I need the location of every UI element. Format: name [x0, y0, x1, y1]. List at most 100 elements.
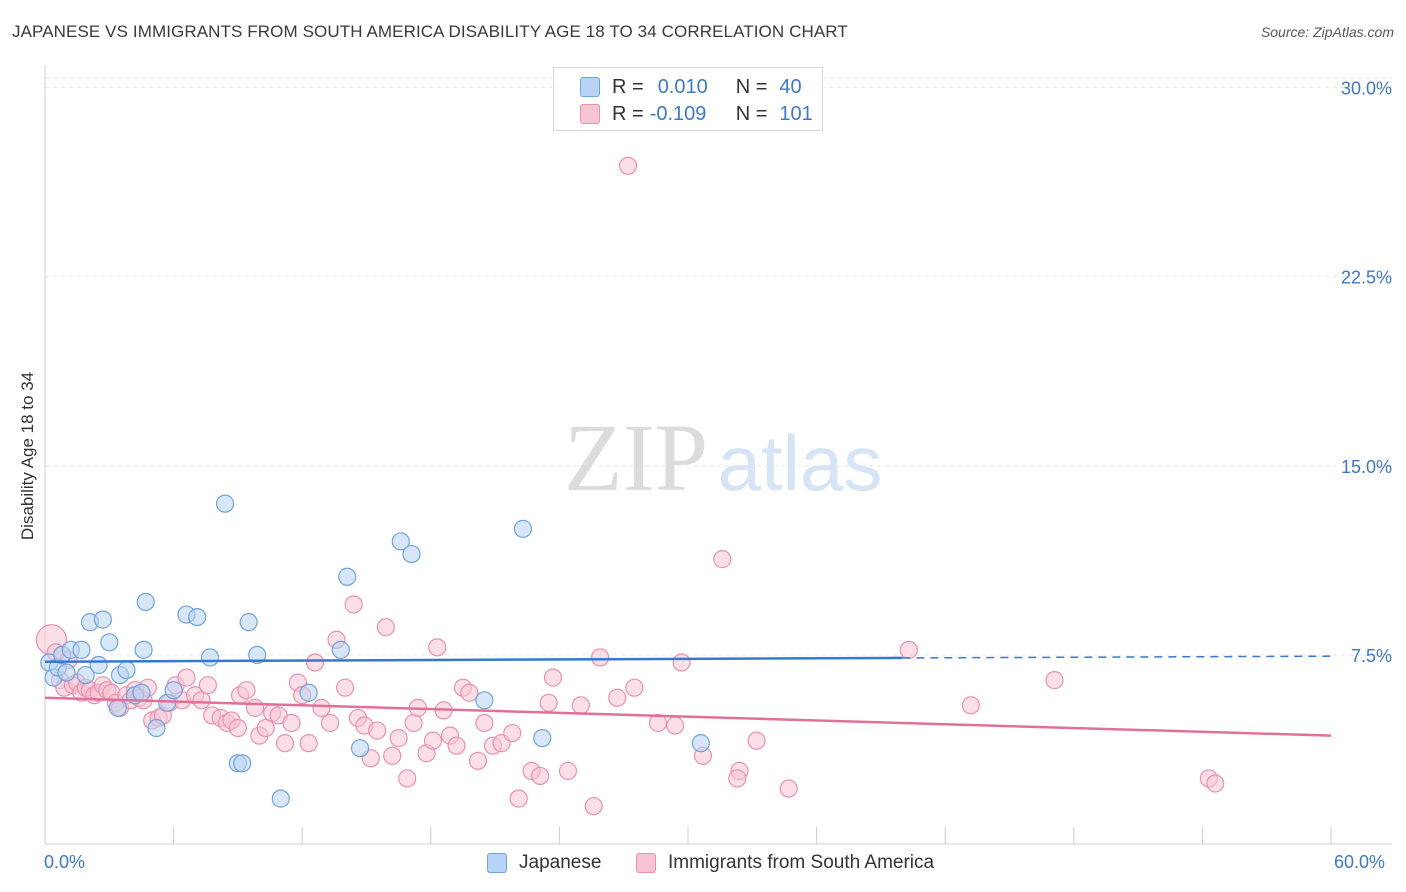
data-point [672, 653, 691, 672]
data-point [72, 640, 91, 659]
grid-lines [45, 77, 1392, 656]
data-point [248, 645, 267, 665]
data-point [164, 681, 183, 700]
data-point [428, 638, 447, 657]
y-tick-label: 30.0% [1341, 79, 1392, 99]
data-point [299, 683, 318, 702]
data-point [503, 723, 522, 743]
data-point [117, 660, 136, 680]
legend-label-south-america: Immigrants from South America [668, 852, 935, 873]
watermark: ZIP atlas [564, 404, 882, 511]
data-point [391, 532, 410, 551]
trend-line-japanese-extension [902, 655, 1332, 659]
data-point [402, 544, 421, 564]
y-tick-label: 22.5% [1341, 268, 1392, 288]
data-point [192, 691, 211, 710]
data-point [76, 665, 95, 685]
data-point [108, 698, 127, 717]
data-point [344, 595, 363, 614]
data-point [539, 693, 558, 712]
axes [44, 65, 1392, 845]
data-point [237, 681, 256, 700]
legend-item-japanese[interactable]: Japanese [487, 852, 601, 874]
data-point [312, 698, 331, 717]
legend-row-south-america: R = -0.109 N = 101 [580, 101, 813, 127]
data-point [475, 713, 494, 733]
data-point [571, 696, 590, 715]
data-point [558, 761, 578, 780]
data-point [625, 678, 644, 697]
data-point [531, 766, 550, 786]
data-point [275, 734, 295, 753]
data-point [666, 716, 685, 735]
data-point [338, 567, 357, 586]
data-point [147, 718, 166, 738]
data-point [228, 718, 247, 738]
data-point [239, 613, 258, 632]
data-point [961, 696, 981, 715]
data-point [245, 698, 265, 717]
data-point [89, 655, 108, 675]
r-label: R = [612, 102, 644, 125]
data-point [215, 494, 235, 513]
r-value: -0.109 [649, 102, 707, 125]
legend-label-japanese: Japanese [519, 852, 602, 873]
data-point [691, 734, 710, 753]
data-point [305, 653, 325, 672]
x-tick-label-min: 0.0% [44, 852, 86, 872]
data-point [335, 678, 355, 697]
data-point [713, 550, 732, 569]
data-point [608, 688, 627, 707]
data-point [584, 797, 603, 816]
watermark-atlas: atlas [718, 419, 883, 507]
data-point [728, 769, 747, 788]
data-point [177, 668, 196, 687]
data-point [533, 729, 552, 748]
legend-item-south-america[interactable]: Immigrants from South America [636, 852, 934, 874]
legend-swatch-blue [580, 77, 600, 97]
data-point [271, 789, 290, 808]
data-point [779, 779, 798, 798]
data-point [383, 746, 402, 765]
data-point [188, 607, 207, 627]
r-label: R = [612, 75, 644, 98]
n-label: N = [735, 75, 768, 98]
data-point [299, 734, 318, 753]
legend-swatch-blue [487, 853, 507, 873]
data-point [200, 648, 220, 667]
data-point [513, 519, 533, 538]
data-point [134, 640, 153, 659]
data-point [1045, 671, 1064, 690]
n-value: 40 [779, 75, 802, 98]
blue-points-series [40, 494, 710, 808]
data-point [282, 713, 301, 733]
data-point [93, 610, 112, 629]
data-point [233, 754, 252, 773]
data-point [747, 731, 766, 750]
data-point [368, 721, 387, 740]
data-point [591, 648, 610, 667]
data-point [132, 683, 151, 702]
data-point [331, 640, 350, 659]
data-point [398, 769, 417, 788]
data-point [100, 633, 119, 652]
data-point [57, 663, 76, 682]
data-point [468, 751, 488, 770]
trend-line-south-america [44, 696, 1332, 737]
trend-lines [44, 655, 1332, 737]
r-value: 0.010 [657, 75, 708, 98]
data-point [376, 618, 395, 637]
data-point [350, 739, 370, 758]
y-tick-label: 15.0% [1341, 457, 1392, 477]
n-label: N = [735, 102, 768, 125]
data-point [423, 731, 443, 750]
data-point [447, 736, 466, 755]
source-label: Source: ZipAtlas.com [1260, 24, 1394, 40]
data-point [475, 691, 494, 710]
watermark-zip: ZIP [564, 404, 708, 511]
data-point [198, 676, 217, 695]
data-point [899, 640, 918, 659]
data-point [389, 729, 408, 748]
y-tick-labels: 7.5% 15.0% 22.5% 30.0% [1341, 79, 1392, 666]
